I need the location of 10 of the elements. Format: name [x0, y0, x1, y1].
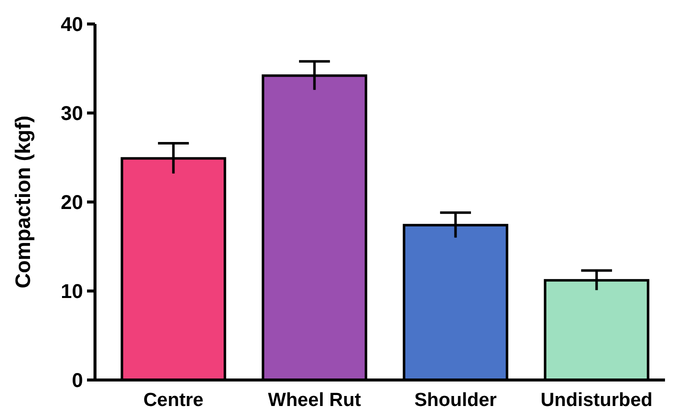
x-tick-label: Undisturbed — [540, 390, 653, 411]
y-tick-label: 0 — [72, 370, 83, 392]
y-tick-label: 10 — [60, 281, 83, 303]
y-tick-label: 20 — [60, 192, 83, 214]
y-tick-label: 40 — [60, 14, 83, 36]
y-tick-label: 30 — [60, 103, 83, 125]
y-axis-title: Compaction (kgf) — [12, 116, 35, 288]
x-tick-label: Wheel Rut — [268, 390, 362, 411]
x-tick-label: Shoulder — [414, 390, 498, 411]
x-tick-label: Centre — [143, 390, 204, 411]
